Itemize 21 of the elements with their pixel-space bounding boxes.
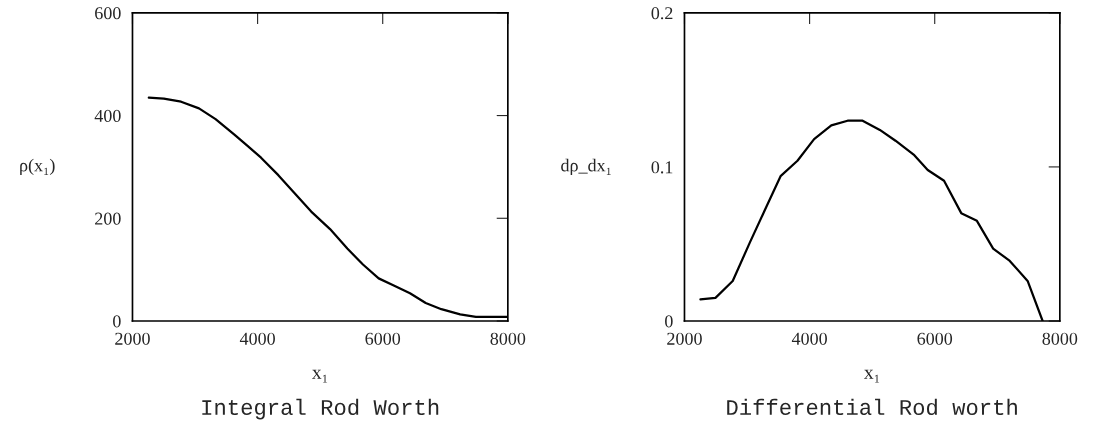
text: Differential Rod worth (727, 398, 1017, 416)
y-tick-label: 0 (665, 315, 673, 328)
x-axis-title: x₁ (312, 369, 328, 383)
x-tick-label: 6000 (917, 332, 953, 345)
x-tick-label: 4000 (239, 332, 275, 345)
x-tick-label: 6000 (365, 332, 401, 345)
x-tick-label: 8000 (490, 332, 526, 345)
y-tick-label: 200 (95, 212, 121, 225)
x-tick-label: 2000 (667, 332, 702, 345)
x-tick-label: 2000 (115, 332, 150, 345)
text: Integral Rod Worth (202, 398, 439, 420)
y-axis-title: ρ(x₁) (20, 158, 55, 176)
y-tick-label: 600 (95, 7, 121, 20)
y-tick-label: 0.1 (651, 161, 673, 174)
y-tick-label: 0.2 (651, 7, 673, 20)
y-tick-label: 400 (94, 109, 121, 122)
x-tick-label: 4000 (791, 332, 827, 345)
y-tick-label: 0 (113, 315, 121, 328)
y-axis-title: dρ_dx₁ (561, 158, 611, 176)
x-tick-label: 8000 (1042, 332, 1078, 345)
x-axis-title: x₁ (864, 369, 880, 383)
